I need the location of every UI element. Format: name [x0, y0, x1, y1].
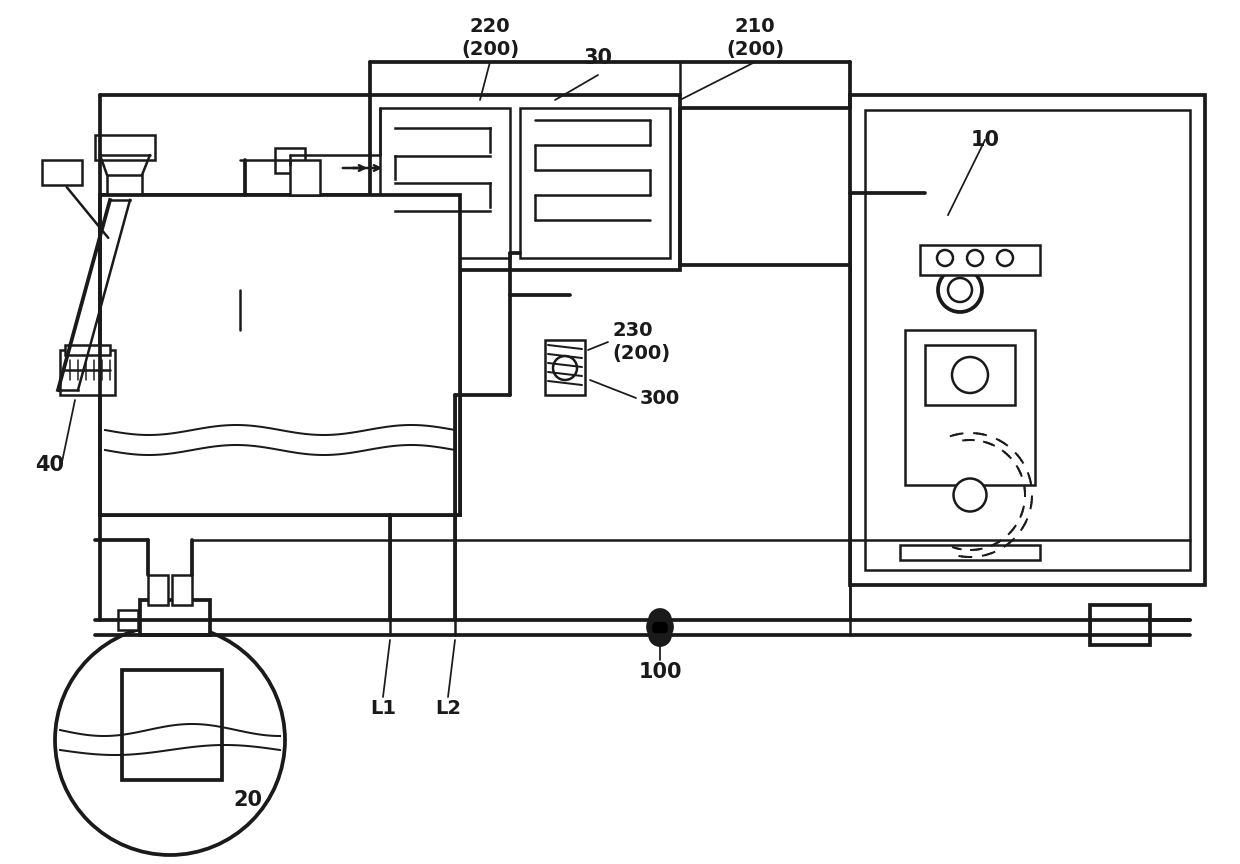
Text: 100: 100	[639, 662, 682, 682]
Bar	[1090, 605, 1149, 645]
Circle shape	[212, 332, 268, 388]
Bar	[172, 575, 192, 605]
Bar	[275, 148, 305, 173]
Circle shape	[553, 356, 577, 380]
Text: 20: 20	[233, 790, 263, 810]
Bar	[920, 245, 1040, 275]
Bar	[64, 345, 110, 355]
Circle shape	[949, 278, 972, 302]
Circle shape	[55, 625, 285, 855]
Bar	[900, 545, 1040, 560]
Circle shape	[650, 618, 670, 638]
Circle shape	[937, 250, 954, 266]
Bar	[905, 330, 1035, 485]
Bar	[520, 108, 670, 258]
Bar	[379, 108, 510, 258]
Bar	[290, 160, 320, 195]
Text: L1: L1	[370, 698, 396, 717]
Text: 220
(200): 220 (200)	[461, 17, 520, 59]
Bar	[370, 95, 680, 270]
Bar	[60, 350, 115, 395]
Bar	[118, 610, 138, 630]
Text: 10: 10	[971, 130, 999, 150]
Bar	[215, 420, 265, 460]
Bar	[140, 600, 210, 635]
Bar	[546, 340, 585, 395]
Bar	[42, 160, 82, 185]
Circle shape	[952, 357, 988, 393]
Circle shape	[954, 479, 987, 511]
Bar	[849, 95, 1205, 585]
Bar	[95, 135, 155, 160]
Bar	[100, 195, 460, 515]
Text: 30: 30	[584, 48, 613, 68]
Text: 40: 40	[36, 455, 64, 475]
Bar	[100, 195, 460, 515]
Bar	[866, 110, 1190, 570]
Circle shape	[649, 615, 672, 639]
Bar	[107, 175, 143, 200]
Bar	[925, 345, 1016, 405]
Text: 300: 300	[640, 389, 681, 408]
Circle shape	[650, 610, 670, 630]
Circle shape	[997, 250, 1013, 266]
Bar	[195, 290, 285, 460]
Bar	[148, 575, 167, 605]
Circle shape	[937, 268, 982, 312]
Text: 210
(200): 210 (200)	[725, 17, 784, 59]
Text: L2: L2	[435, 698, 461, 717]
Bar	[122, 670, 222, 780]
Text: 230
(200): 230 (200)	[613, 321, 670, 363]
Circle shape	[650, 625, 670, 645]
Circle shape	[967, 250, 983, 266]
